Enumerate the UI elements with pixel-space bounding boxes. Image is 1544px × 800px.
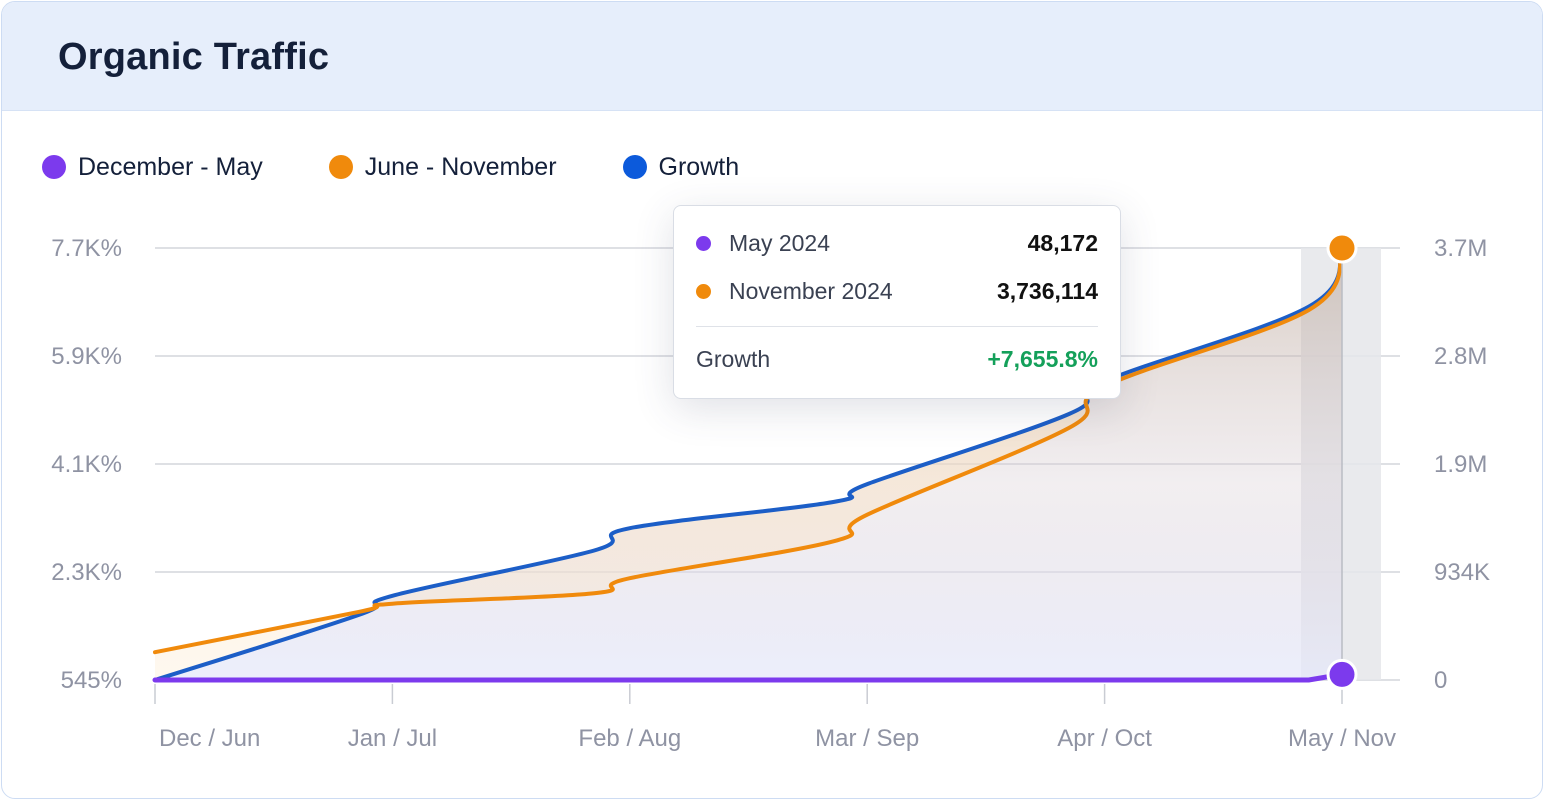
left-tick-label-3: 5.9K%	[51, 343, 122, 370]
legend-dot-june-november	[328, 155, 353, 179]
tooltip-value-november-2024: 3,736,114	[996, 278, 1098, 304]
legend-dot-growth	[622, 155, 647, 179]
point-december-may-may-nov	[1326, 658, 1358, 690]
tooltip-growth-label: Growth	[696, 346, 771, 372]
x-tick-label-dec-jun: Dec / Jun	[159, 725, 260, 752]
right-tick-label-4: 3.7M	[1434, 235, 1487, 262]
legend-label-june-november: June - November	[364, 152, 557, 181]
legend-label-december-may: December - May	[78, 152, 263, 181]
series-line-growth	[153, 246, 1344, 682]
june-growth-band	[155, 248, 1342, 680]
x-tick-label-may-nov: May / Nov	[1288, 725, 1396, 752]
series-line-june-november	[153, 246, 1344, 655]
left-tick-label-0: 545%	[61, 667, 122, 694]
tooltip-dot-november-2024	[696, 284, 711, 299]
tooltip-row-may-2024: May 2024 48,172	[696, 230, 1098, 257]
growth-area-fill	[155, 248, 1342, 680]
tooltip-dot-may-2024	[696, 236, 711, 251]
tooltip-growth-value: +7,655.8%	[987, 346, 1098, 372]
tooltip-label-november-2024: November 2024	[729, 278, 893, 304]
legend-item-growth[interactable]: Growth	[622, 152, 740, 182]
right-tick-label-0: 0	[1434, 667, 1447, 694]
legend-dot-december-may	[42, 155, 66, 179]
x-tick-label-mar-sep: Mar / Sep	[815, 725, 919, 752]
card-header: Organic Traffic	[2, 2, 1542, 111]
left-tick-label-4: 7.7K%	[51, 235, 122, 262]
tooltip-divider	[696, 326, 1098, 327]
right-tick-label-2: 1.9M	[1434, 451, 1487, 478]
right-tick-label-1: 934K	[1434, 559, 1490, 586]
legend-label-growth: Growth	[658, 152, 740, 181]
tooltip-label-may-2024: May 2024	[729, 230, 831, 256]
chart-tooltip: May 2024 48,172 November 2024 3,736,114 …	[673, 205, 1121, 399]
x-tick-label-jan-jul: Jan / Jul	[348, 725, 437, 752]
left-tick-label-2: 4.1K%	[51, 451, 122, 478]
chart-legend: December - May June - November Growth	[42, 150, 805, 184]
x-tick-label-apr-oct: Apr / Oct	[1057, 725, 1152, 752]
x-tick-label-feb-aug: Feb / Aug	[578, 725, 681, 752]
tooltip-value-may-2024: 48,172	[1027, 230, 1098, 256]
legend-item-june-november[interactable]: June - November	[328, 152, 557, 182]
legend-item-december-may[interactable]: December - May	[42, 153, 263, 182]
point-june-november-may-nov	[1326, 232, 1358, 264]
tooltip-row-november-2024: November 2024 3,736,114	[696, 278, 1098, 305]
right-tick-label-3: 2.8M	[1434, 343, 1487, 370]
card-title: Organic Traffic	[58, 36, 330, 78]
tooltip-row-growth: Growth +7,655.8%	[696, 346, 1098, 373]
left-tick-label-1: 2.3K%	[51, 559, 122, 586]
series-line-december-may	[152, 671, 1345, 683]
